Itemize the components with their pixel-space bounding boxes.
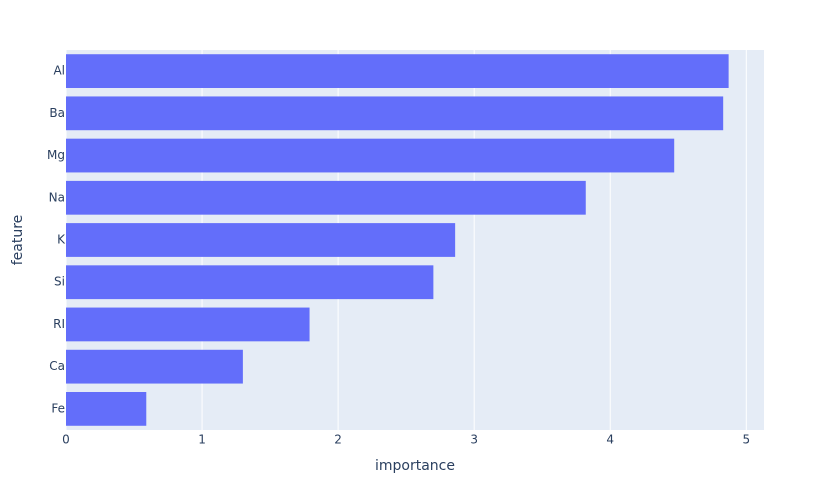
bar: [66, 392, 147, 426]
bar: [66, 96, 724, 131]
bar: [66, 138, 675, 173]
x-tick-label: 2: [334, 433, 342, 447]
y-tick-label: K: [57, 233, 66, 247]
x-tick-label: 1: [198, 433, 206, 447]
y-tick-label: Mg: [47, 148, 65, 162]
bar: [66, 54, 729, 88]
bar: [66, 180, 586, 215]
bar: [66, 349, 243, 384]
y-tick-label: RI: [53, 317, 65, 331]
bar: [66, 307, 310, 342]
bar: [66, 265, 434, 300]
y-axis-title: feature: [10, 215, 26, 266]
y-tick-label: Fe: [51, 401, 65, 415]
x-tick-label: 3: [470, 433, 478, 447]
x-axis-title: importance: [375, 458, 455, 474]
y-tick-label: Al: [53, 64, 65, 78]
y-tick-label: Si: [54, 275, 65, 289]
y-tick-label: Na: [49, 190, 65, 204]
y-tick-label: Ba: [49, 106, 65, 120]
x-tick-label: 5: [742, 433, 750, 447]
bar: [66, 223, 456, 257]
x-tick-label: 4: [606, 433, 614, 447]
x-tick-label: 0: [62, 433, 70, 447]
y-tick-label: Ca: [49, 359, 65, 373]
